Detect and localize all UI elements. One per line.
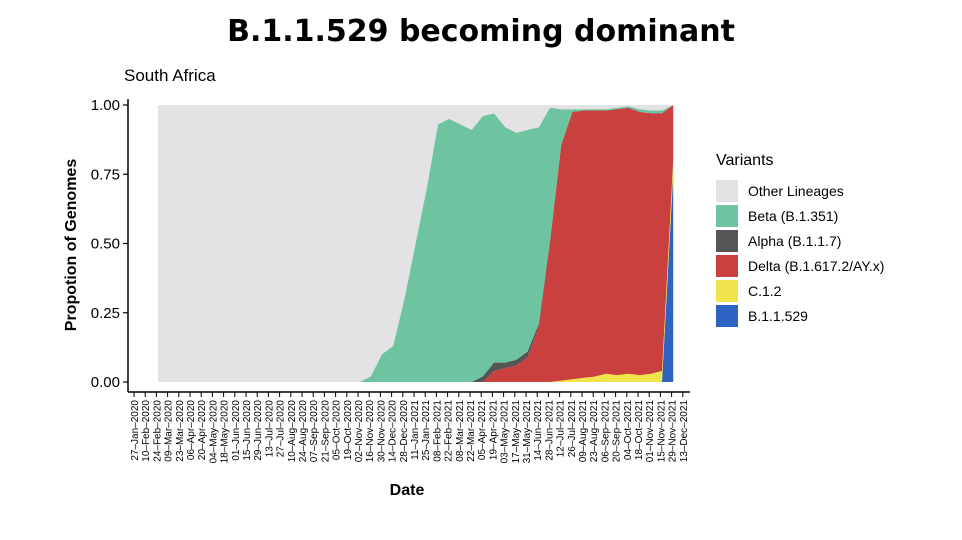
x-tick-label: 09–Aug–2021 — [578, 400, 589, 463]
x-tick-label: 18–May–2020 — [220, 400, 231, 464]
x-tick-label: 01–Nov–2021 — [645, 400, 656, 463]
x-tick-label: 19–Oct–2020 — [343, 400, 354, 460]
x-tick-label: 04–Oct–2021 — [623, 400, 634, 460]
x-tick-label: 29–Nov–2021 — [668, 400, 679, 463]
x-tick-label: 08–Mar–2021 — [455, 400, 466, 462]
x-tick-label: 05–Apr–2021 — [477, 400, 488, 460]
x-tick-label: 19–Apr–2021 — [488, 400, 499, 460]
legend-label: Beta (B.1.351) — [748, 207, 839, 224]
x-axis-label: Date — [390, 482, 425, 499]
x-tick-label: 08–Feb–2021 — [432, 400, 443, 462]
legend-swatch — [716, 304, 738, 327]
x-tick-label: 06–Sep–2021 — [600, 400, 611, 463]
x-tick-label: 16–Nov–2020 — [365, 400, 376, 463]
area-other-lineages — [158, 105, 674, 382]
y-axis-label: Propotion of Genomes — [63, 159, 80, 332]
x-tick-label: 13–Dec–2021 — [679, 400, 690, 463]
legend-item-b-1-1-529: B.1.1.529 — [716, 303, 884, 328]
y-tick-label: 0.25 — [91, 305, 120, 322]
legend-label: Other Lineages — [748, 182, 844, 199]
x-tick-label: 21–Sep–2020 — [320, 400, 331, 463]
legend: Variants Other Lineages Beta (B.1.351) Alp… — [716, 152, 884, 328]
x-tick-label: 04–May–2020 — [208, 400, 219, 464]
legend-item-other-lineages: Other Lineages — [716, 178, 884, 203]
x-tick-label: 15–Nov–2021 — [656, 400, 667, 463]
x-tick-label: 22–Mar–2021 — [466, 400, 477, 462]
x-tick-label: 11–Jan–2021 — [410, 400, 421, 460]
x-tick-label: 12–Jul–2021 — [556, 400, 567, 458]
x-tick-label: 30–Nov–2020 — [376, 400, 387, 463]
x-tick-label: 18–Oct–2021 — [634, 400, 645, 460]
legend-item-c-1-2: C.1.2 — [716, 278, 884, 303]
x-tick-label: 07–Sep–2020 — [309, 400, 320, 463]
x-tick-label: 13–Jul–2020 — [264, 400, 275, 458]
x-tick-label: 05–Oct–2020 — [332, 400, 343, 460]
x-tick-label: 23–Aug–2021 — [589, 400, 600, 463]
x-tick-label: 09–Mar–2020 — [164, 400, 175, 462]
x-tick-label: 24–Aug–2020 — [298, 400, 309, 463]
legend-label: C.1.2 — [748, 282, 782, 299]
legend-label: Delta (B.1.617.2/AY.x) — [748, 257, 885, 274]
area-delta-b-1-617-2-ay-x — [158, 105, 674, 382]
x-tick-label: 03–May–2021 — [500, 400, 511, 464]
y-tick-label: 1.00 — [91, 97, 120, 114]
legend-swatch — [716, 254, 738, 277]
x-tick-label: 22–Feb–2021 — [444, 400, 455, 462]
x-tick-label: 26–Jul–2021 — [567, 400, 578, 458]
x-tick-label: 20–Sep–2021 — [612, 400, 623, 463]
x-tick-label: 14–Jun–2021 — [533, 400, 544, 461]
chart-title: South Africa — [124, 66, 216, 85]
legend-title: Variants — [716, 152, 774, 169]
x-tick-label: 27–Jul–2020 — [276, 400, 287, 458]
x-tick-label: 25–Jan–2021 — [421, 400, 432, 461]
legend-swatch — [716, 229, 738, 252]
x-tick-label: 10–Feb–2020 — [141, 400, 152, 462]
x-tick-label: 17–May–2021 — [511, 400, 522, 464]
x-tick-label: 20–Apr–2020 — [197, 400, 208, 460]
x-tick-label: 06–Apr–2020 — [186, 400, 197, 460]
legend-swatch — [716, 179, 738, 202]
legend-item-beta-b-1-351: Beta (B.1.351) — [716, 203, 884, 228]
x-tick-label: 14–Dec–2020 — [388, 400, 399, 463]
x-tick-label: 24–Feb–2020 — [152, 400, 163, 462]
x-tick-label: 02–Nov–2020 — [354, 400, 365, 463]
x-tick-label: 28–Jun–2021 — [544, 400, 555, 461]
legend-label: B.1.1.529 — [748, 307, 808, 324]
x-tick-label: 28–Dec–2020 — [399, 400, 410, 463]
y-tick-label: 0.00 — [91, 374, 120, 391]
x-tick-label: 01–Jun–2020 — [231, 400, 242, 461]
legend-swatch — [716, 204, 738, 227]
legend-label: Alpha (B.1.1.7) — [748, 232, 842, 249]
y-tick-label: 0.50 — [91, 236, 120, 253]
y-tick-label: 0.75 — [91, 166, 120, 183]
x-tick-label: 10–Aug–2020 — [287, 400, 298, 463]
x-tick-label: 29–Jun–2020 — [253, 400, 264, 461]
x-tick-label: 27–Jan–2020 — [130, 400, 141, 461]
x-tick-label: 23–Mar–2020 — [175, 400, 186, 462]
slide-title: B.1.1.529 becoming dominant — [227, 14, 735, 49]
legend-item-alpha-b-1-1-7: Alpha (B.1.1.7) — [716, 228, 884, 253]
x-tick-label: 15–Jun–2020 — [242, 400, 253, 461]
legend-item-delta-b-1-617-2-ay-x: Delta (B.1.617.2/AY.x) — [716, 253, 884, 278]
legend-swatch — [716, 279, 738, 302]
x-tick-label: 31–May–2021 — [522, 400, 533, 464]
